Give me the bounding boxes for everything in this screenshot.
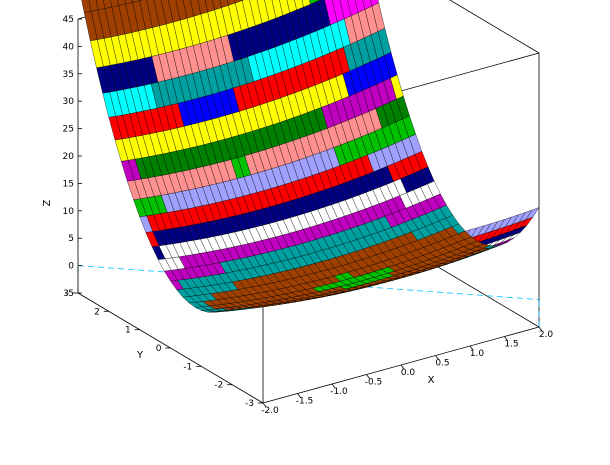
surface-facet: [102, 0, 113, 9]
surface-facet: [139, 0, 143, 1]
tick-label: 1: [125, 326, 131, 336]
tick-label: 0: [68, 262, 74, 272]
axis-ticks: -2.0 -1.5 -1.0 -0.5 0.0 0.5 1.0 1.5 2.0 -3 -2 -1 0 1 2…: [63, 15, 554, 416]
surface-facet: [197, 0, 208, 15]
tick-label: 30: [63, 97, 75, 107]
surface-facet: [316, 0, 321, 2]
tick-label: 1.0: [470, 349, 485, 359]
tick-label: 0: [156, 344, 162, 354]
tick-label: 45: [63, 15, 74, 25]
surface-facet: [88, 0, 99, 12]
tick-label: 2: [94, 307, 100, 317]
surface-facet: [182, 0, 195, 19]
surface-mesh: [81, 0, 540, 313]
x-tick: [504, 336, 508, 341]
y-axis-label: Y: [136, 350, 144, 361]
tick-label: 0.5: [435, 359, 449, 369]
surface-facet: [234, 0, 243, 4]
x-tick: [538, 326, 543, 332]
surface-facet: [286, 0, 297, 13]
x-tick: [435, 355, 439, 360]
surface-facet: [219, 0, 229, 8]
x-tick: [297, 393, 301, 398]
tick-label: -0.5: [365, 378, 383, 388]
surface-facet: [110, 0, 119, 8]
surface-facet: [301, 0, 311, 8]
tick-label: -3: [245, 399, 254, 409]
x-axis-label: X: [428, 375, 435, 386]
surface-facet: [124, 0, 133, 5]
tick-label: 3: [63, 289, 69, 299]
surface-facet: [204, 0, 215, 13]
surface-facet: [362, 0, 373, 10]
x-tick: [262, 402, 267, 408]
surface-facet: [370, 0, 379, 7]
surface-facet: [347, 0, 359, 17]
z-axis-label: Z: [42, 199, 53, 206]
tick-label: -1: [183, 362, 192, 372]
surface-facet: [309, 0, 318, 5]
tick-label: -1.5: [296, 397, 314, 407]
tick-label: 2.0: [539, 330, 554, 340]
tick-label: 10: [63, 207, 75, 217]
tick-label: 20: [63, 152, 75, 162]
surface-facet: [81, 0, 92, 13]
x-tick: [366, 374, 370, 379]
surface-facet: [131, 0, 140, 3]
tick-label: 5: [68, 234, 74, 244]
tick-label: 0.0: [401, 368, 416, 378]
tick-label: -5: [65, 289, 74, 299]
box-edge: [449, 0, 540, 54]
surface-facet: [354, 0, 366, 13]
tick-label: 1.5: [504, 340, 518, 350]
surface-facet: [227, 0, 236, 6]
x-tick: [331, 383, 336, 389]
x-tick: [469, 345, 474, 351]
surface-facet: [271, 0, 284, 19]
surface-facet: [95, 0, 106, 11]
surface-facet: [241, 0, 244, 1]
tick-label: 25: [63, 125, 74, 135]
tick-label: 40: [63, 42, 75, 52]
tick-label: 35: [63, 70, 74, 80]
tick-label: 15: [63, 179, 74, 189]
surface-facet: [212, 0, 222, 11]
surface-facet: [117, 0, 126, 6]
tick-label: -1.0: [330, 387, 348, 397]
tick-label: -2: [214, 381, 223, 391]
x-tick: [400, 364, 405, 370]
surface-facet: [294, 0, 304, 11]
tick-label: -2.0: [261, 406, 279, 416]
